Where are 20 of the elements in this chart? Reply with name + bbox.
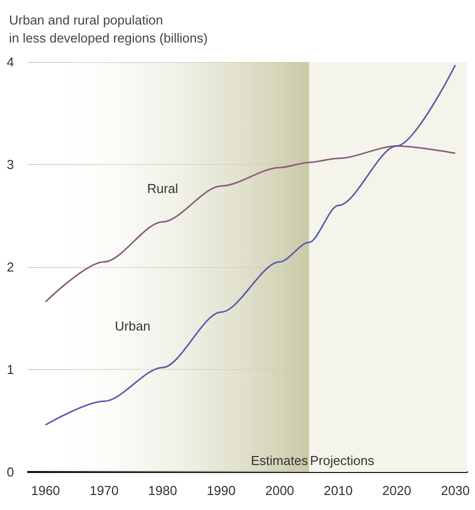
y-tick-label: 4: [6, 54, 14, 70]
band-label: Projections: [310, 453, 375, 468]
x-tick-label: 1970: [90, 483, 119, 498]
x-tick-label: 1980: [148, 483, 178, 498]
x-tick-label: 1990: [206, 483, 236, 498]
series-label: Rural: [147, 180, 178, 196]
text: Urban: [114, 318, 150, 334]
y-tick-label: 1: [6, 362, 14, 377]
y-tick-label: 2: [6, 260, 14, 274]
line-series: [44, 145, 456, 303]
line-series: [44, 64, 456, 426]
y-tick-label: 3: [6, 157, 14, 172]
chart-title: Urban and rural population in less developed regions (billions): [9, 12, 208, 46]
x-tick-label: 1960: [31, 483, 60, 498]
y-tick-label: 0: [6, 464, 14, 480]
x-tick-label: 2020: [382, 483, 412, 498]
x-tick-label: 2030: [440, 483, 470, 498]
x-tick-label: 2000: [265, 483, 294, 498]
x-tick-label: 2010: [324, 483, 353, 498]
band-label: Estimates: [250, 453, 308, 468]
